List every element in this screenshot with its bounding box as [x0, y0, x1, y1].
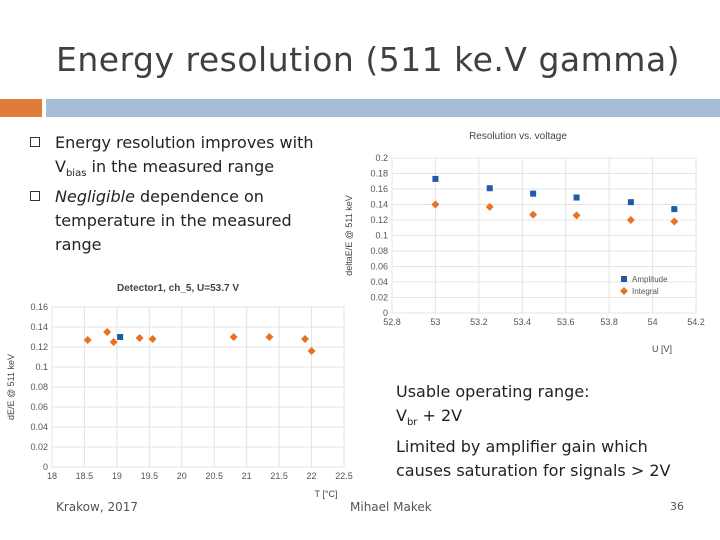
y-tick-label: 0.06	[30, 402, 48, 412]
x-tick-label: 53.6	[557, 317, 575, 327]
y-tick-label: 0.14	[370, 200, 388, 210]
x-tick-label: 19.5	[141, 471, 159, 481]
data-point-amplitude	[117, 334, 124, 340]
data-point-integral	[109, 338, 118, 346]
y-tick-label: 0.06	[370, 262, 388, 272]
data-point-integral	[431, 200, 440, 209]
data-point-integral	[229, 333, 238, 341]
y-tick-label: 0.14	[30, 322, 48, 332]
x-tick-label: 22.5	[335, 471, 353, 481]
y-axis-label: dE/E @ 511 keV	[6, 354, 16, 420]
x-tick-label: 18	[47, 471, 57, 481]
data-point-amplitude	[486, 185, 493, 192]
operating-range-note: Usable operating range: Vbr + 2V Limited…	[396, 382, 671, 481]
legend-marker-amplitude	[621, 276, 627, 282]
y-tick-label: 0.16	[30, 302, 48, 312]
data-point-amplitude	[627, 199, 634, 206]
x-tick-label: 53.4	[514, 317, 532, 327]
x-tick-label: 22	[307, 471, 317, 481]
bullet-1: Energy resolution improves with Vbias in…	[30, 131, 330, 181]
resolution-vs-temperature-chart: 0 0.02 0.04 0.06 0.08 0.1 0.12 0.14 0.16 18 18.5 19…	[6, 283, 353, 499]
chart-title: Detector1, ch_5, U=53.7 V	[117, 283, 239, 294]
bullet-2: Negligible dependence on temperature in …	[30, 185, 330, 260]
title-accent-bar	[0, 99, 42, 117]
resolution-vs-voltage-chart: 0 0.02 0.04 0.06 0.08 0.1 0.12 0.14 0.16 0.18 0.2 5…	[344, 131, 705, 354]
footer-author: Mihael Makek	[350, 500, 432, 514]
data-point-integral	[265, 333, 274, 341]
x-tick-label: 53	[430, 317, 440, 327]
data-point-integral	[148, 335, 157, 343]
x-tick-label: 20.5	[205, 471, 223, 481]
y-axis-label: deltaE/E @ 511 keV	[344, 195, 354, 276]
data-point-integral	[626, 216, 635, 224]
square-bullet-icon	[30, 137, 40, 147]
data-point-amplitude	[432, 175, 439, 182]
y-tick-label: 0	[383, 308, 388, 318]
y-tick-label: 0.02	[370, 293, 388, 303]
data-point-integral	[307, 347, 316, 355]
y-tick-label: 0.1	[375, 231, 388, 241]
x-tick-label: 52.8	[383, 317, 401, 327]
x-tick-label: 19	[112, 471, 122, 481]
x-tick-label: 21	[242, 471, 252, 481]
bullet-1-text: Energy resolution improves with Vbias in…	[55, 133, 314, 180]
x-tick-label: 20	[177, 471, 187, 481]
title-divider-bar	[46, 99, 720, 117]
y-tick-label: 0.16	[370, 184, 388, 194]
bullet-2-text: Negligible dependence on temperature in …	[55, 187, 292, 254]
x-tick-label: 21.5	[270, 471, 288, 481]
y-tick-label: 0.02	[30, 442, 48, 452]
data-point-integral	[572, 211, 581, 220]
data-point-amplitude	[671, 206, 678, 213]
x-tick-label: 54	[648, 317, 658, 327]
legend-label: Amplitude	[632, 275, 668, 284]
chart-title: Resolution vs. voltage	[469, 131, 567, 142]
data-point-integral	[103, 328, 112, 336]
y-tick-label: 0	[43, 462, 48, 472]
x-tick-label: 53.2	[470, 317, 488, 327]
x-tick-label: 53.8	[600, 317, 618, 327]
data-point-integral	[83, 336, 92, 344]
y-tick-label: 0.12	[30, 342, 48, 352]
y-tick-label: 0.04	[370, 277, 388, 287]
x-axis-label: T [°C]	[315, 489, 338, 499]
data-point-amplitude	[530, 190, 537, 197]
y-tick-label: 0.08	[370, 246, 388, 256]
data-point-integral	[485, 202, 494, 211]
data-point-integral	[301, 335, 310, 343]
data-point-integral	[670, 217, 679, 226]
y-tick-label: 0.1	[35, 362, 48, 372]
x-tick-label: 54.2	[687, 317, 705, 327]
data-point-integral	[529, 210, 538, 219]
legend-marker-integral	[620, 287, 628, 295]
y-tick-label: 0.12	[370, 215, 388, 225]
y-tick-label: 0.18	[370, 169, 388, 179]
slide-title: Energy resolution (511 ke.V gamma)	[56, 40, 681, 79]
x-tick-label: 18.5	[76, 471, 94, 481]
data-point-integral	[135, 334, 144, 342]
y-tick-label: 0.2	[375, 153, 388, 163]
footer-location: Krakow, 2017	[56, 500, 139, 514]
square-bullet-icon	[30, 191, 40, 201]
data-point-amplitude	[573, 194, 580, 201]
page-number: 36	[670, 500, 684, 513]
legend-label: Integral	[632, 287, 659, 296]
y-tick-label: 0.08	[30, 382, 48, 392]
y-tick-label: 0.04	[30, 422, 48, 432]
x-axis-label: U [V]	[652, 344, 672, 354]
